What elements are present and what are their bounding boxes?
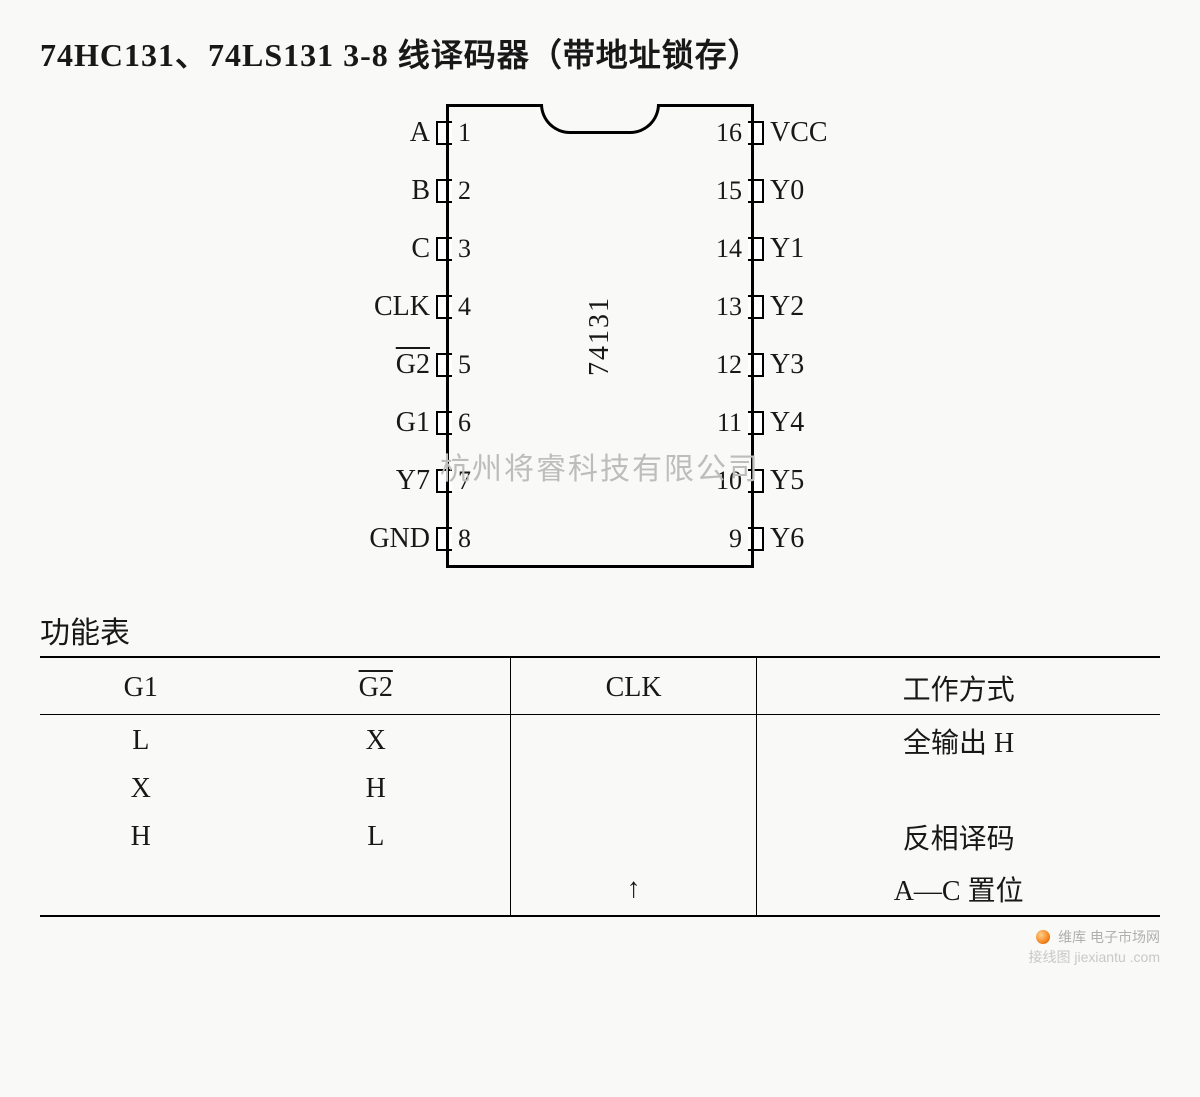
table-cell — [40, 863, 242, 916]
table-cell: 全输出 H — [757, 715, 1160, 768]
pin-label-left: G1 — [280, 407, 436, 439]
footer-logo-icon — [1036, 930, 1050, 944]
pin-label-left: A — [280, 117, 436, 149]
table-cell: A—C 置位 — [757, 863, 1160, 916]
table-header-cell: G2 — [242, 657, 511, 715]
function-table: G1G2CLK工作方式 LX全输出 HXHHL反相译码↑A—C 置位 — [40, 656, 1160, 917]
table-row: ↑A—C 置位 — [40, 863, 1160, 916]
pin-label-left: GND — [280, 523, 436, 555]
chip-diagram: 74131 A116VCCB215Y0C314Y1CLK413Y2G2512Y3… — [280, 104, 920, 568]
pin-label-right: Y1 — [764, 233, 920, 265]
pin-label-right: Y2 — [764, 291, 920, 323]
table-cell — [510, 811, 756, 863]
pin-label-right: Y0 — [764, 175, 920, 207]
pin-label-left: C — [280, 233, 436, 265]
table-cell: X — [242, 715, 511, 768]
pin-label-right: VCC — [764, 117, 920, 149]
table-cell: L — [40, 715, 242, 768]
table-header-cell: 工作方式 — [757, 657, 1160, 715]
table-row: XH — [40, 767, 1160, 811]
page-title: 74HC131、74LS131 3-8 线译码器（带地址锁存） — [40, 30, 1160, 76]
table-row: HL 反相译码 — [40, 811, 1160, 863]
table-cell — [757, 767, 1160, 811]
pin-label-left: Y7 — [280, 465, 436, 497]
chip-body-outline: 74131 — [446, 104, 754, 568]
table-header-cell: G1 — [40, 657, 242, 715]
footer-line2: 接线图 jiexiantu .com — [1029, 949, 1160, 965]
table-cell: H — [40, 811, 242, 863]
footer-line1: 维库 电子市场网 — [1058, 929, 1160, 945]
chip-notch — [540, 104, 660, 134]
pin-label-right: Y4 — [764, 407, 920, 439]
table-cell: ↑ — [510, 863, 756, 916]
table-cell: 反相译码 — [757, 811, 1160, 863]
pin-label-right: Y3 — [764, 349, 920, 381]
table-cell — [242, 863, 511, 916]
footer-watermark: 维库 电子市场网 接线图 jiexiantu .com — [40, 927, 1160, 967]
table-cell — [510, 767, 756, 811]
pin-label-right: Y5 — [764, 465, 920, 497]
table-row: LX 全输出 H — [40, 715, 1160, 768]
table-header-cell: CLK — [510, 657, 756, 715]
chip-part-number: 74131 — [584, 296, 616, 376]
table-cell: L — [242, 811, 511, 863]
pin-label-right: Y6 — [764, 523, 920, 555]
pin-label-left: B — [280, 175, 436, 207]
table-title: 功能表 — [40, 608, 1160, 652]
table-cell — [510, 715, 756, 768]
pin-label-left: G2 — [280, 349, 436, 381]
pin-label-left: CLK — [280, 291, 436, 323]
table-cell: X — [40, 767, 242, 811]
table-cell: H — [242, 767, 511, 811]
